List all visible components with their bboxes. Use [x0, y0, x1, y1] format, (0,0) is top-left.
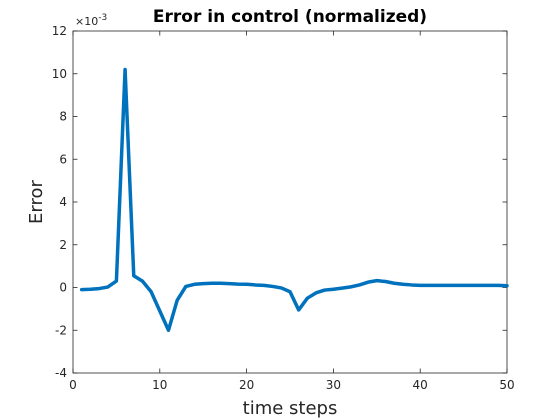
y-tick-label: 4: [59, 195, 67, 209]
tick-labels: 0 10 20 30 40 50 -4 -2 0 2 4 6 8 10 12: [52, 24, 515, 392]
x-tick-label: 0: [69, 378, 77, 392]
y-tick-label: 8: [59, 110, 67, 124]
y-tick-label: 6: [59, 152, 67, 166]
series-group: [79, 67, 509, 332]
series-line: [79, 67, 509, 332]
y-tick-label: -4: [55, 366, 67, 380]
y-tick-label: 10: [52, 67, 67, 81]
y-axis-label: Error: [26, 179, 47, 223]
x-axis-label: time steps: [243, 398, 338, 419]
y-tick-label: 2: [59, 238, 67, 252]
y-tick-label: 12: [52, 24, 67, 38]
axis-ticks: [72, 30, 508, 374]
y-tick-label: -2: [55, 323, 67, 337]
y-tick-label: 0: [59, 281, 67, 295]
y-axis-exponent: ×10-3: [75, 13, 107, 28]
plot-area: [72, 30, 508, 374]
x-tick-label: 10: [152, 378, 167, 392]
x-tick-label: 50: [499, 378, 514, 392]
x-tick-label: 40: [413, 378, 428, 392]
x-tick-label: 30: [326, 378, 341, 392]
x-tick-label: 20: [239, 378, 254, 392]
y-exponent-base: ×10: [75, 15, 98, 28]
y-exponent-power: -3: [98, 13, 107, 23]
chart-title: Error in control (normalized): [153, 7, 427, 27]
